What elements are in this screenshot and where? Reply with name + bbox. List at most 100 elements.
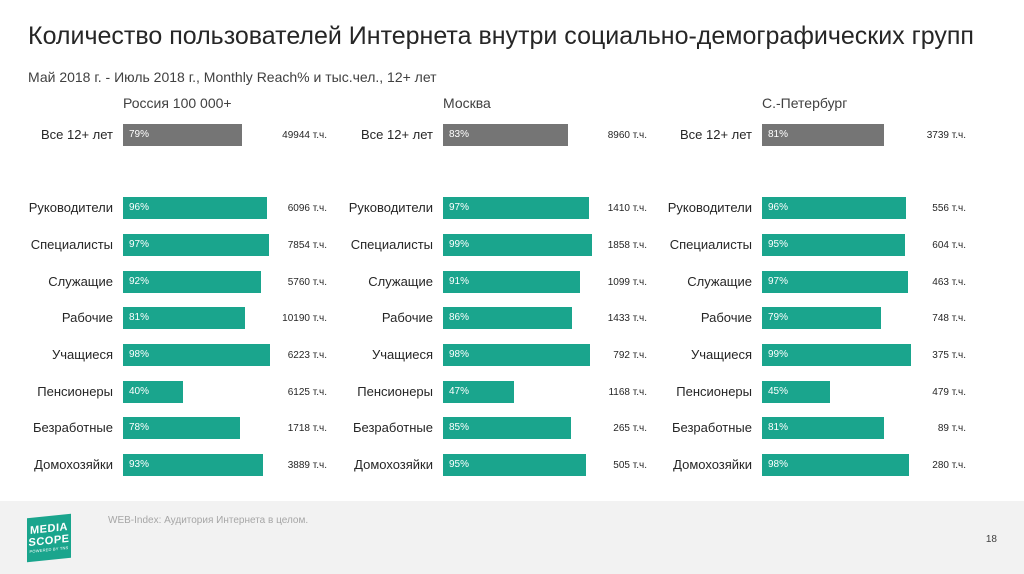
reach-value-label: 78%: [129, 422, 150, 433]
category-label: Рабочие: [61, 310, 113, 325]
reach-bar: 93%: [123, 454, 263, 476]
bar-row: Служащие 92%: [48, 271, 273, 293]
category-label: Безработные: [672, 420, 752, 435]
users-count-label: 505 т.ч.: [613, 460, 647, 471]
reach-bar: 79%: [123, 124, 242, 146]
reach-value-label: 97%: [129, 239, 150, 250]
reach-bar: 96%: [123, 197, 267, 219]
bar-row: Безработные 81%: [672, 417, 912, 439]
users-count-label: 10190 т.ч.: [282, 313, 327, 324]
users-count-label: 792 т.ч.: [613, 350, 647, 361]
users-count-label: 89 т.ч.: [937, 423, 966, 434]
category-label: Пенсионеры: [357, 384, 433, 399]
reach-value-label: 81%: [129, 312, 150, 323]
bar-row: Специалисты 97%: [31, 234, 273, 256]
users-count-label: 6125 т.ч.: [287, 387, 327, 398]
chart-title: Москва: [443, 95, 491, 111]
category-label: Домохозяйки: [354, 457, 433, 472]
reach-bar: 85%: [443, 417, 571, 439]
reach-value-label: 47%: [449, 386, 470, 397]
reach-bar: 98%: [762, 454, 909, 476]
category-label: Служащие: [687, 274, 752, 289]
users-count-label: 463 т.ч.: [932, 277, 966, 288]
reach-bar: 99%: [443, 234, 592, 256]
source-note: WEB-Index: Аудитория Интернета в целом.: [108, 515, 309, 526]
users-count-label: 7854 т.ч.: [287, 240, 327, 251]
users-count-label: 1168 т.ч.: [608, 387, 647, 398]
reach-bar: 40%: [123, 381, 183, 403]
bar-row: Рабочие 81%: [62, 307, 273, 329]
reach-bar: 81%: [762, 124, 884, 146]
category-label: Домохозяйки: [673, 457, 752, 472]
bar-row: Учащиеся 98%: [52, 344, 273, 366]
category-label: Рабочие: [381, 310, 433, 325]
bar-row: Домохозяйки 98%: [673, 454, 912, 476]
category-label: Руководители: [667, 200, 752, 215]
mediascope-logo: MEDIA SCOPE POWERED BY TNS: [27, 513, 71, 563]
users-count-label: 375 т.ч.: [932, 350, 966, 361]
bar-row: Все 12+ лет 81%: [680, 124, 912, 146]
bar-row: Пенсионеры 47%: [357, 381, 593, 403]
reach-bar: 45%: [762, 381, 830, 403]
bar-row: Руководители 96%: [29, 197, 273, 219]
users-count-label: 1099 т.ч.: [607, 277, 647, 288]
reach-value-label: 98%: [129, 349, 150, 360]
users-count-label: 556 т.ч.: [932, 203, 966, 214]
chart-title: Россия 100 000+: [123, 95, 232, 111]
reach-value-label: 81%: [768, 129, 789, 140]
bar-row: Все 12+ лет 79%: [41, 124, 273, 146]
chart-title: С.-Петербург: [762, 95, 848, 111]
users-count-label: 49944 т.ч.: [282, 130, 327, 141]
page-number: 18: [985, 534, 997, 545]
reach-value-label: 96%: [768, 202, 789, 213]
reach-value-label: 98%: [768, 459, 789, 470]
category-label: Специалисты: [350, 237, 433, 252]
bar-row: Безработные 78%: [33, 417, 273, 439]
reach-value-label: 97%: [768, 276, 789, 287]
category-label: Руководители: [28, 200, 113, 215]
reach-bar: 79%: [762, 307, 881, 329]
bar-row: Служащие 91%: [368, 271, 593, 293]
category-label: Пенсионеры: [37, 384, 113, 399]
bar-row: Специалисты 95%: [670, 234, 912, 256]
category-label: Руководители: [348, 200, 433, 215]
slide-title: Количество пользователей Интернета внутр…: [28, 22, 974, 50]
reach-value-label: 92%: [129, 276, 150, 287]
footer-bar: [0, 501, 1024, 574]
bar-row: Безработные 85%: [353, 417, 593, 439]
reach-bar: 99%: [762, 344, 911, 366]
users-count-label: 479 т.ч.: [932, 387, 966, 398]
category-label: Служащие: [48, 274, 113, 289]
reach-value-label: 99%: [449, 239, 470, 250]
reach-value-label: 40%: [129, 386, 150, 397]
bar-row: Учащиеся 99%: [691, 344, 912, 366]
reach-bar: 81%: [123, 307, 245, 329]
reach-value-label: 95%: [768, 239, 789, 250]
category-label: Все 12+ лет: [360, 127, 433, 142]
reach-bar: 95%: [443, 454, 586, 476]
users-count-label: 3889 т.ч.: [287, 460, 327, 471]
bar-row: Все 12+ лет 83%: [361, 124, 593, 146]
reach-value-label: 97%: [449, 202, 470, 213]
category-label: Учащиеся: [52, 347, 113, 362]
users-count-label: 748 т.ч.: [932, 313, 966, 324]
bar-row: Специалисты 99%: [351, 234, 593, 256]
reach-value-label: 96%: [129, 202, 150, 213]
users-count-label: 280 т.ч.: [932, 460, 966, 471]
bar-row: Руководители 96%: [668, 197, 912, 219]
category-label: Все 12+ лет: [40, 127, 113, 142]
reach-bar: 92%: [123, 271, 261, 293]
reach-bar: 47%: [443, 381, 514, 403]
users-count-label: 1718 т.ч.: [287, 423, 327, 434]
reach-value-label: 45%: [768, 386, 789, 397]
reach-value-label: 85%: [449, 422, 470, 433]
category-label: Рабочие: [700, 310, 752, 325]
reach-value-label: 79%: [768, 312, 789, 323]
bar-row: Домохозяйки 93%: [34, 454, 273, 476]
users-count-label: 1433 т.ч.: [607, 313, 647, 324]
category-label: Безработные: [353, 420, 433, 435]
reach-bar: 97%: [123, 234, 269, 256]
users-count-label: 1858 т.ч.: [607, 240, 647, 251]
users-count-label: 3739 т.ч.: [926, 130, 966, 141]
reach-bar: 97%: [762, 271, 908, 293]
